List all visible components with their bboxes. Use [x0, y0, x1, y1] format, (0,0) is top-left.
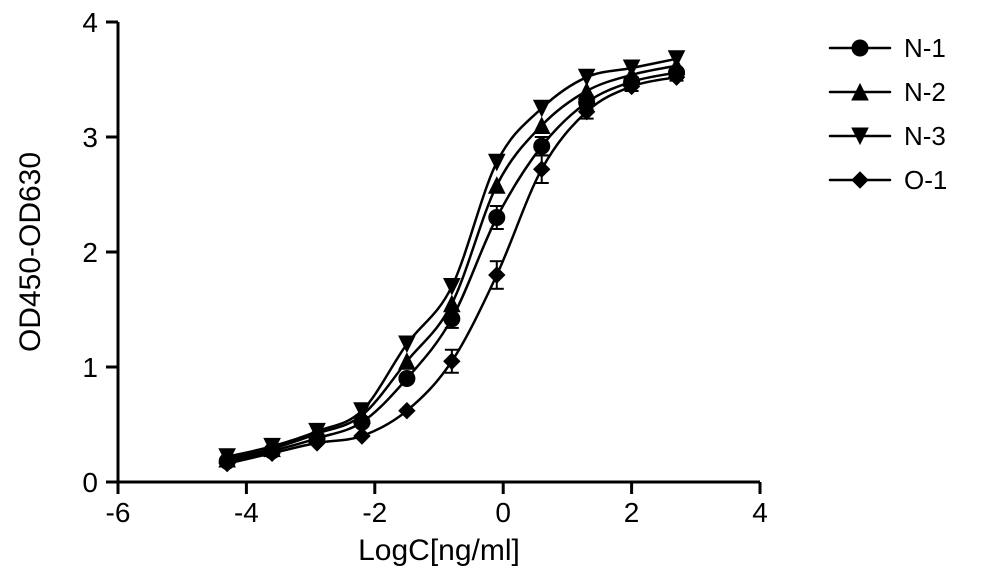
legend-item: N-3 — [830, 121, 946, 151]
series-N-2 — [219, 58, 684, 467]
marker-circle — [852, 40, 868, 56]
legend-label: N-1 — [904, 33, 946, 63]
legend-label: N-2 — [904, 77, 946, 107]
series-N-3 — [219, 51, 684, 465]
y-tick-label: 3 — [82, 122, 98, 153]
x-tick-label: -2 — [362, 497, 387, 528]
chart-container: 0 1 2 3 4 -6 -4 -2 0 2 4 OD450-OD630 LogC[ng/ml] N-1 N… — [0, 0, 1000, 582]
x-tick-label: 2 — [624, 497, 640, 528]
series-line — [227, 66, 676, 459]
y-tick-label: 0 — [82, 467, 98, 498]
marker-triangle-down — [399, 336, 415, 352]
x-tick-label: -4 — [234, 497, 259, 528]
chart-svg: 0 1 2 3 4 -6 -4 -2 0 2 4 OD450-OD630 LogC[ng/ml] N-1 N… — [0, 0, 1000, 582]
marker-triangle-down — [579, 69, 595, 85]
marker-diamond — [444, 353, 460, 369]
legend-item: N-2 — [830, 77, 946, 107]
x-tick-label: 4 — [752, 497, 768, 528]
series-line — [227, 59, 676, 457]
marker-triangle-up — [489, 177, 505, 193]
y-tick-label: 2 — [82, 237, 98, 268]
marker-diamond — [354, 428, 370, 444]
series-line — [227, 77, 676, 463]
series-O-1 — [219, 69, 684, 471]
legend-item: N-1 — [830, 33, 946, 63]
y-tick-label: 1 — [82, 352, 98, 383]
series-line — [227, 73, 676, 462]
legend-label: N-3 — [904, 121, 946, 151]
marker-diamond — [489, 267, 505, 283]
marker-diamond — [852, 172, 868, 188]
x-tick-label: -6 — [106, 497, 131, 528]
legend-item: O-1 — [830, 165, 947, 195]
y-axis-label: OD450-OD630 — [14, 152, 47, 352]
marker-diamond — [534, 161, 550, 177]
y-tick-label: 4 — [82, 7, 98, 38]
series-N-1 — [219, 65, 684, 470]
x-tick-label: 0 — [495, 497, 511, 528]
x-axis-label: LogC[ng/ml] — [358, 534, 520, 567]
legend-label: O-1 — [904, 165, 947, 195]
marker-circle — [489, 210, 505, 226]
marker-triangle-down — [489, 154, 505, 170]
marker-circle — [399, 371, 415, 387]
marker-circle — [534, 138, 550, 154]
